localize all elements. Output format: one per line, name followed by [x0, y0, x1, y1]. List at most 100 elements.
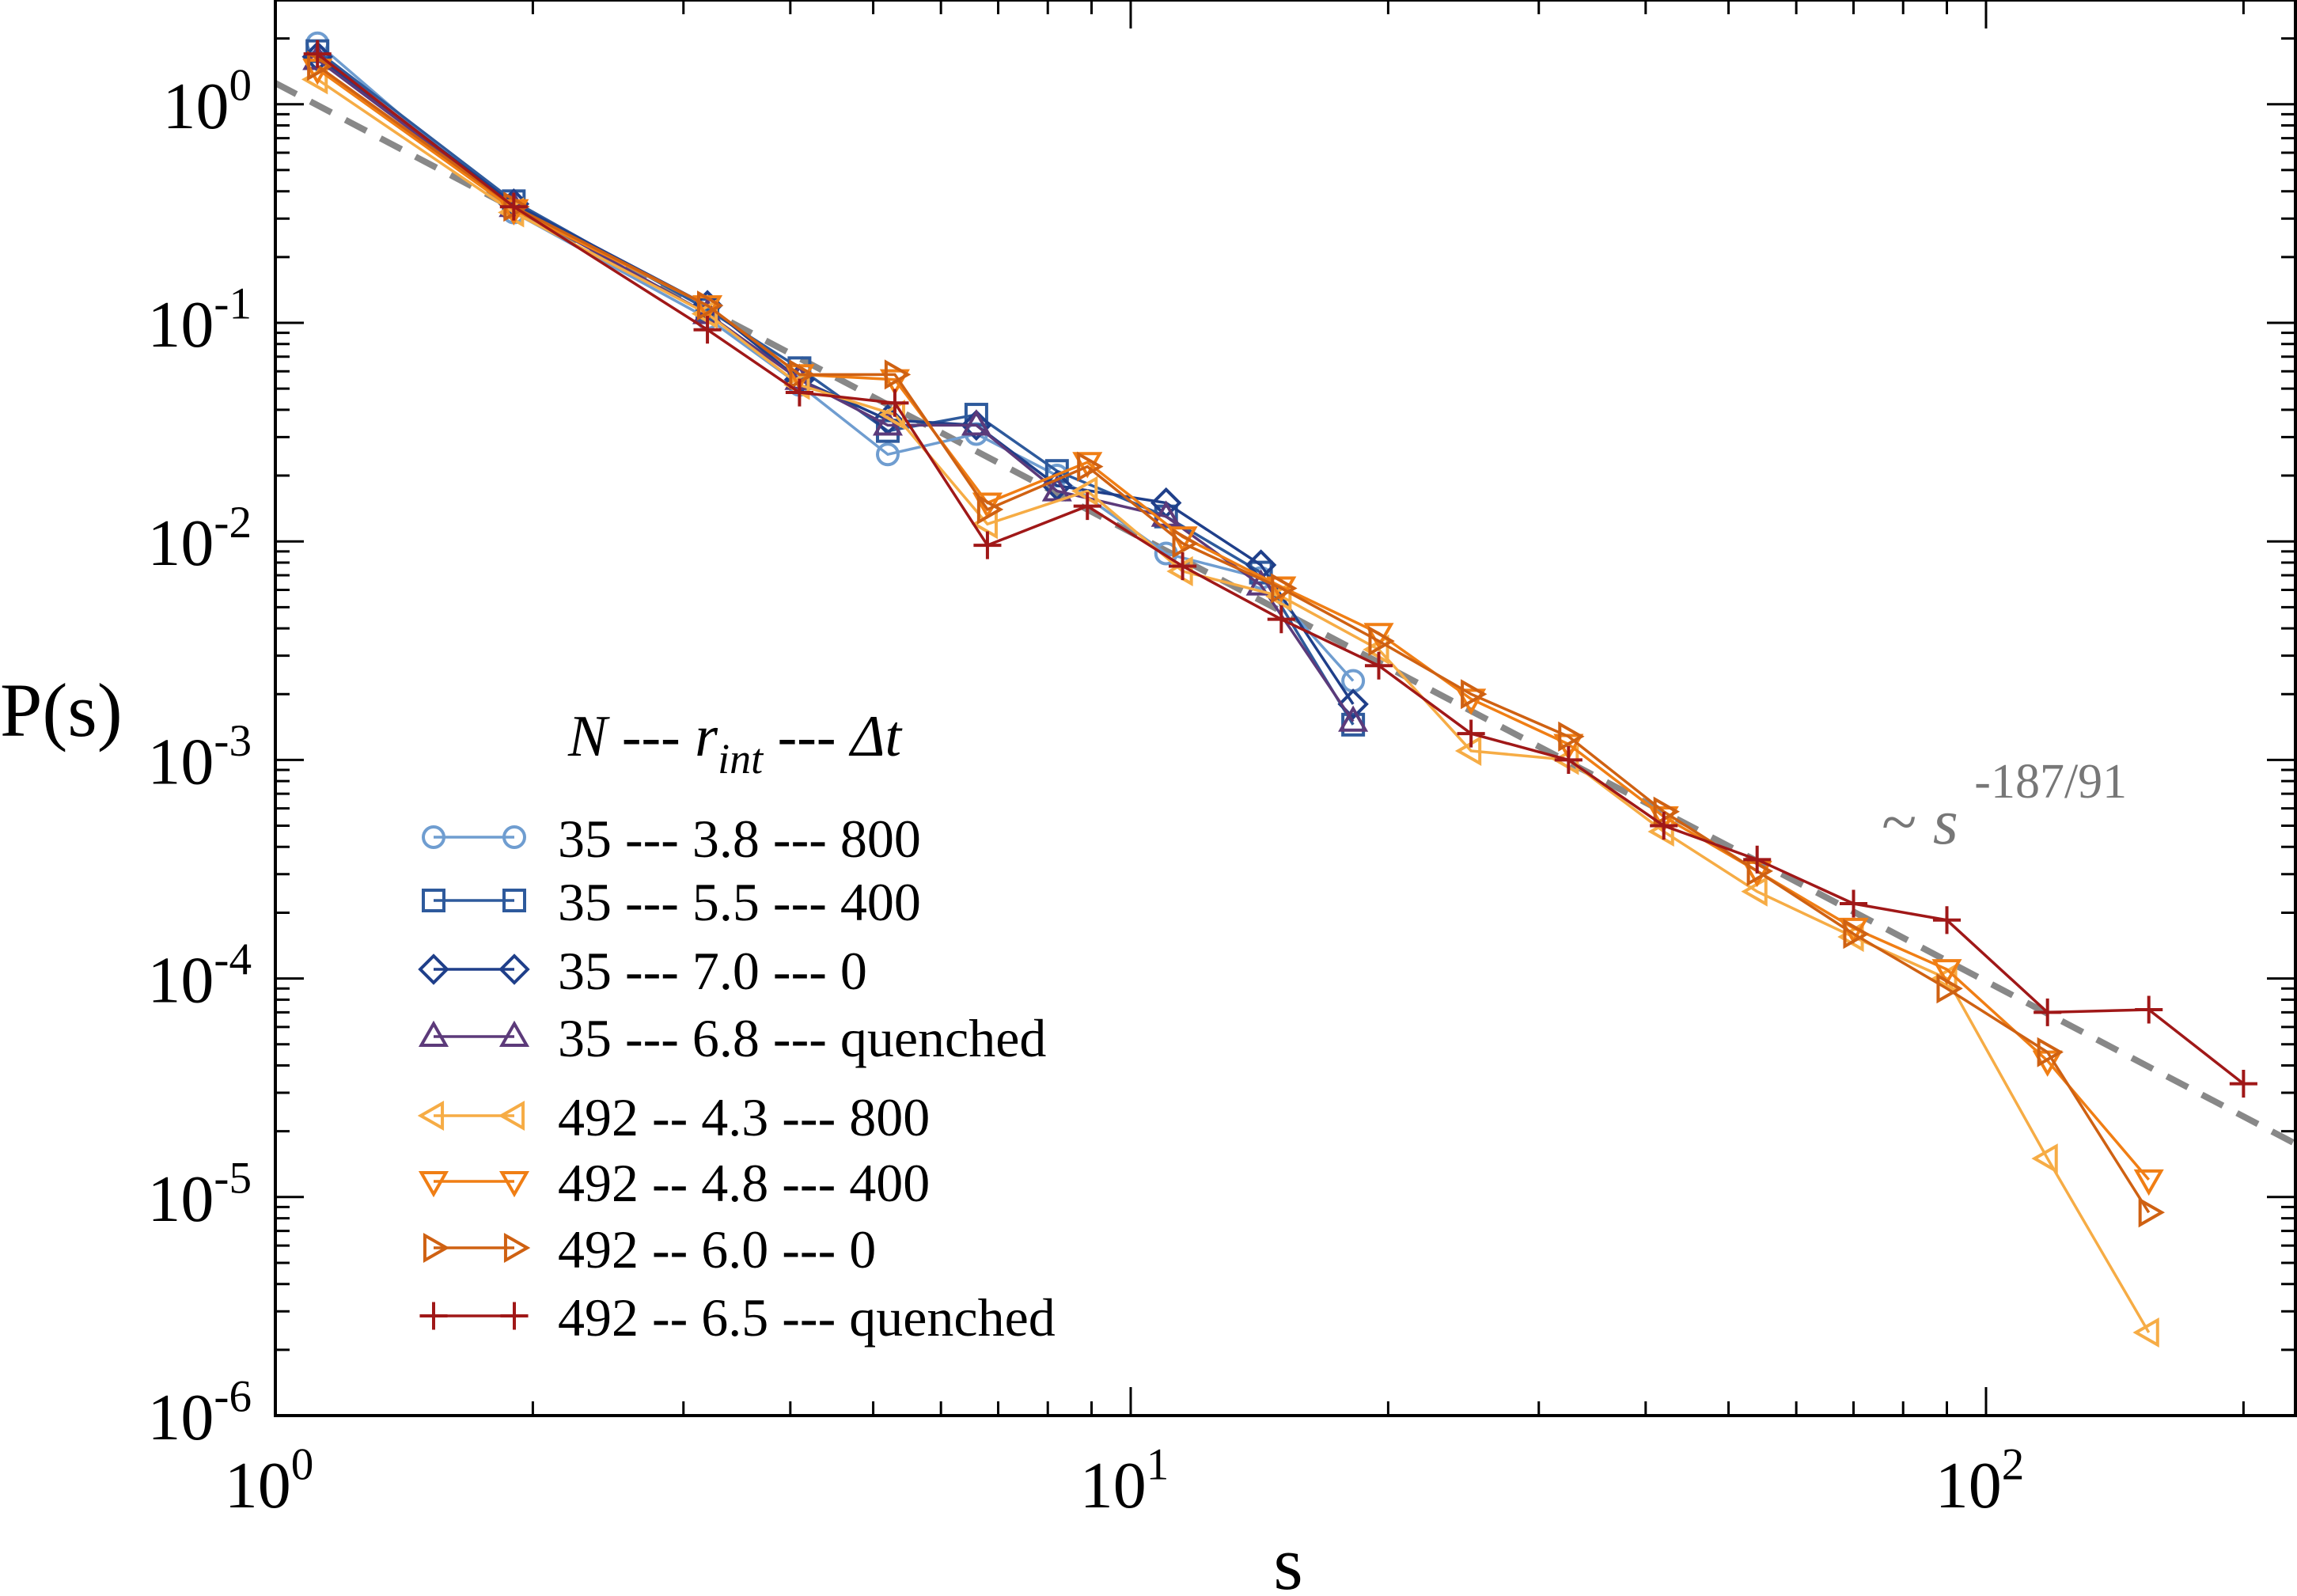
data-point: [303, 40, 332, 68]
legend-item: 35 --- 5.5 --- 400: [422, 872, 921, 932]
legend-marker: [422, 889, 445, 912]
data-point: [1363, 623, 1394, 650]
data-point: [1266, 576, 1297, 603]
legend-marker: [419, 1302, 448, 1330]
legend-label: 492 -- 6.0 --- 0: [558, 1219, 876, 1279]
axis-ticks: [274, 0, 2295, 1417]
data-point: [1456, 688, 1487, 715]
y-axis-label: P(s): [0, 668, 123, 753]
data-point: [961, 409, 992, 442]
legend-label: 35 --- 5.5 --- 400: [558, 872, 921, 932]
data-point: [1454, 735, 1482, 767]
legend-marker: [498, 1170, 530, 1198]
y-tick-label: 10-6: [147, 1372, 252, 1454]
data-point: [1931, 959, 1962, 986]
data-point: [875, 442, 900, 467]
data-point: [1554, 745, 1583, 774]
data-point: [1746, 855, 1773, 886]
data-point: [881, 389, 909, 417]
annotation-variable: s: [1933, 786, 1958, 858]
legend-marker: [503, 1232, 531, 1264]
data-point: [1368, 626, 1395, 657]
data-point: [1457, 719, 1485, 748]
data-point: [2229, 1070, 2257, 1098]
power-law-annotation: ~ s -187/91: [1882, 755, 2127, 858]
legend-marker: [498, 1020, 530, 1048]
data-point: [2135, 995, 2163, 1024]
data-point: [499, 192, 528, 221]
data-point: [785, 378, 813, 407]
y-tick-label: 100: [162, 61, 252, 143]
legend-item: 492 -- 6.0 --- 0: [423, 1219, 876, 1279]
data-point: [976, 494, 1004, 525]
legend-label: 35 --- 6.8 --- quenched: [558, 1008, 1046, 1068]
y-tick-labels: 100 10-1 10-2 10-3 10-4 10-5 10-6: [147, 61, 252, 1454]
legend-marker: [418, 1170, 449, 1198]
legend-marker: [417, 1100, 445, 1132]
data-point: [1364, 651, 1393, 680]
data-point: [1077, 451, 1104, 482]
legend-title: N --- rint --- Δt: [567, 704, 903, 783]
legend-label: 492 -- 6.5 --- quenched: [558, 1287, 1056, 1348]
y-tick-label: 10-4: [147, 934, 252, 1017]
series-line: [317, 42, 1355, 682]
data-point: [1265, 581, 1292, 612]
data-point: [2138, 1197, 2166, 1228]
x-tick-label: 100: [225, 1440, 314, 1522]
data-point: [2133, 1169, 2164, 1196]
data-point: [1267, 605, 1295, 634]
legend-label: 35 --- 7.0 --- 0: [558, 941, 867, 1001]
series-line: [317, 64, 2151, 1214]
data-point: [1271, 573, 1298, 604]
data-point: [697, 290, 724, 321]
data-point: [1843, 919, 1870, 950]
data-point: [1169, 552, 1197, 581]
data-point: [1071, 476, 1098, 506]
data-point: [1338, 705, 1369, 732]
series-line: [317, 59, 1355, 722]
data-point: [307, 51, 334, 82]
legend-item: 35 --- 7.0 --- 0: [418, 941, 867, 1001]
legend-item: 492 -- 4.8 --- 400: [418, 1153, 930, 1213]
series-layer: [301, 31, 2257, 1348]
data-point: [961, 409, 991, 436]
legend-item: 35 --- 6.8 --- quenched: [418, 1008, 1046, 1068]
legend-marker: [422, 825, 445, 849]
data-point: [1839, 889, 1868, 918]
data-point: [2037, 1037, 2064, 1067]
data-point: [1936, 973, 1963, 1004]
legend-label: 492 -- 4.3 --- 800: [558, 1087, 930, 1147]
x-axis-label: s: [1273, 1521, 1302, 1596]
x-tick-label: 102: [1935, 1440, 2025, 1522]
data-point: [1073, 492, 1101, 521]
plot-frame: [274, 0, 2297, 1417]
data-point: [1461, 679, 1488, 710]
legend-marker: [498, 1100, 525, 1132]
fit-line-layer: [274, 80, 2297, 1147]
legend-label: 35 --- 3.8 --- 800: [558, 809, 921, 869]
data-point: [1653, 796, 1680, 827]
data-point: [1650, 811, 1678, 840]
data-point: [884, 359, 912, 390]
data-point: [1337, 688, 1369, 720]
legend-marker: [423, 1232, 450, 1264]
data-point: [789, 359, 816, 390]
fit-line: [274, 80, 2297, 1147]
data-point: [2132, 1317, 2159, 1348]
y-tick-label: 10-5: [147, 1154, 252, 1236]
legend-label: 492 -- 4.8 --- 400: [558, 1153, 930, 1213]
series-7: [307, 51, 2166, 1228]
legend-marker: [498, 953, 530, 985]
data-point: [1648, 806, 1679, 833]
data-point: [693, 316, 722, 344]
data-point: [1743, 845, 1772, 874]
legend-marker: [418, 953, 449, 985]
data-point: [1558, 721, 1585, 752]
legend-marker: [502, 889, 526, 912]
legend-item: 492 -- 6.5 --- quenched: [419, 1287, 1056, 1348]
annotation-exponent: -187/91: [1974, 755, 2127, 809]
annotation-prefix: ~: [1882, 786, 1916, 858]
